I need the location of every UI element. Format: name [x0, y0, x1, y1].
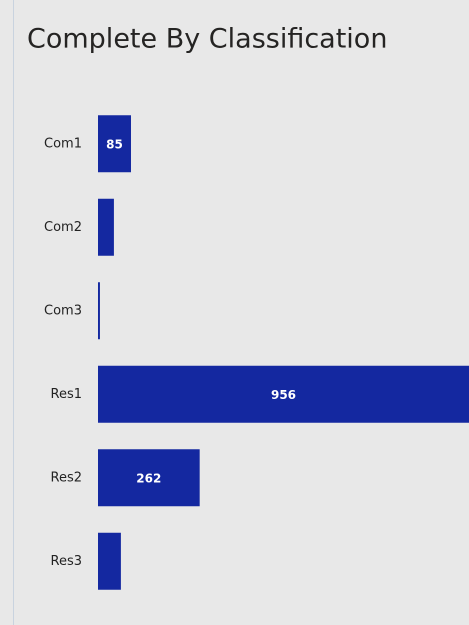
category-label: Res1 [51, 387, 83, 402]
bar [98, 198, 114, 256]
bar [98, 532, 121, 590]
data-label: 956 [271, 388, 296, 402]
data-label: 85 [106, 137, 123, 151]
bar [98, 282, 100, 340]
category-label: Com3 [44, 303, 82, 318]
category-label: Com1 [44, 136, 82, 151]
bar [98, 365, 469, 423]
bar [98, 115, 131, 173]
category-label: Com2 [44, 220, 82, 235]
chart-title: Complete By Classification [27, 24, 387, 55]
data-label: 262 [136, 471, 161, 485]
category-label: Res3 [51, 554, 83, 569]
category-label: Res2 [51, 470, 83, 485]
bar [98, 449, 200, 507]
